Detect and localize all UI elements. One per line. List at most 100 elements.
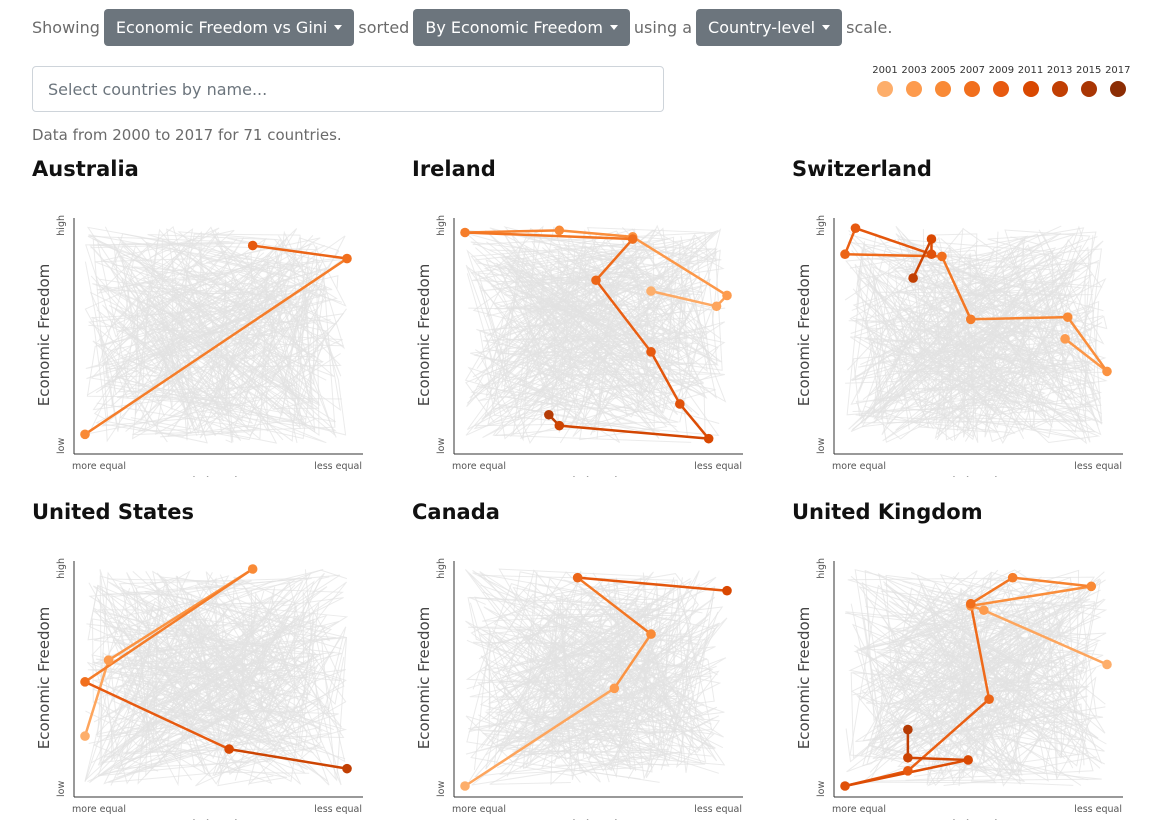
year-point[interactable]	[926, 234, 937, 244]
trajectory-segment	[1063, 337, 1109, 373]
year-point[interactable]	[572, 572, 583, 583]
trajectory-segment	[463, 687, 616, 788]
country-panel[interactable]: more equal less equal Gini Index low high Eco…	[32, 500, 372, 820]
panel-title: Ireland	[412, 157, 496, 181]
year-point[interactable]	[609, 683, 620, 694]
year-point[interactable]	[646, 629, 656, 639]
country-panel[interactable]: more equal less equal Gini Index low high Eco…	[32, 157, 372, 477]
context-line	[881, 588, 1106, 786]
context-line	[494, 616, 668, 772]
year-point[interactable]	[627, 234, 638, 244]
year-point[interactable]	[984, 694, 994, 704]
year-point[interactable]	[342, 253, 352, 264]
year-point[interactable]	[908, 273, 918, 283]
year-point[interactable]	[1060, 334, 1070, 344]
year-point[interactable]	[554, 420, 565, 431]
context-line	[490, 307, 707, 371]
year-point[interactable]	[1007, 572, 1018, 583]
country-panel[interactable]: more equal less equal Gini Index low high Eco…	[412, 500, 752, 820]
country-panel[interactable]: more equal less equal Gini Index low high Eco…	[792, 157, 1132, 477]
context-line	[865, 569, 1085, 766]
context-line	[86, 258, 342, 425]
trajectory-segment	[649, 350, 682, 406]
trajectory-segment	[911, 237, 933, 280]
y-axis-title: Economic Freedom	[795, 607, 813, 750]
year-point[interactable]	[965, 598, 976, 609]
scale-dropdown[interactable]: Country-level	[696, 9, 843, 46]
year-point[interactable]	[711, 301, 722, 312]
year-point[interactable]	[675, 399, 685, 409]
year-point[interactable]	[247, 564, 258, 574]
trajectory-segment	[940, 255, 973, 321]
year-point[interactable]	[850, 223, 861, 233]
year-point[interactable]	[926, 249, 937, 260]
year-point[interactable]	[965, 314, 976, 325]
year-point[interactable]	[1102, 659, 1112, 670]
year-point[interactable]	[1086, 581, 1097, 592]
y-axis-low-label: low	[56, 781, 67, 797]
trajectory-segment	[594, 279, 653, 354]
year-point[interactable]	[80, 429, 90, 440]
year-point[interactable]	[591, 275, 601, 286]
x-axis-low-label: more equal	[832, 804, 886, 815]
legend-year-label: 2003	[901, 65, 927, 76]
year-point[interactable]	[103, 655, 114, 665]
year-point[interactable]	[224, 744, 234, 754]
year-point[interactable]	[840, 781, 850, 791]
year-point[interactable]	[963, 755, 973, 765]
year-point[interactable]	[646, 347, 656, 357]
year-point[interactable]	[460, 227, 470, 238]
context-line	[862, 581, 1099, 767]
country-search-input[interactable]	[32, 66, 664, 112]
year-point[interactable]	[722, 585, 732, 596]
legend-year-label: 2007	[959, 65, 986, 76]
year-point[interactable]	[247, 240, 258, 251]
country-panel[interactable]: more equal less equal Gini Index low high Eco…	[792, 500, 1132, 820]
legend-item: 2005	[928, 64, 958, 97]
year-point[interactable]	[722, 290, 732, 301]
metric-dropdown[interactable]: Economic Freedom vs Gini	[103, 9, 355, 46]
year-point[interactable]	[80, 731, 90, 741]
context-line	[173, 586, 344, 756]
year-point[interactable]	[646, 286, 656, 296]
context-line	[928, 605, 1016, 714]
showing-label: Showing	[32, 18, 100, 37]
year-point[interactable]	[460, 781, 470, 791]
scatter-chart: more equal less equal Gini Index low high Eco…	[795, 558, 1123, 820]
year-point[interactable]	[1062, 312, 1073, 322]
year-point[interactable]	[544, 409, 554, 420]
context-line	[99, 603, 307, 786]
year-point[interactable]	[903, 766, 913, 776]
year-point[interactable]	[979, 605, 989, 616]
country-panel[interactable]: more equal less equal Gini Index low high Eco…	[412, 157, 752, 477]
trajectory-segment	[631, 235, 729, 297]
caret-down-icon	[822, 25, 831, 30]
context-line	[860, 572, 986, 701]
y-axis-title: Economic Freedom	[795, 264, 813, 407]
context-line	[541, 617, 728, 752]
year-point[interactable]	[342, 763, 352, 774]
x-axis-title: Gini Index	[940, 817, 1016, 820]
trajectory-segment	[613, 632, 653, 690]
scatter-chart: more equal less equal Gini Index low high Eco…	[415, 558, 743, 820]
year-point[interactable]	[1102, 366, 1112, 377]
scatter-chart: more equal less equal Gini Index low high Eco…	[35, 558, 363, 820]
year-point[interactable]	[703, 433, 714, 444]
controls-bar: Showing Economic Freedom vs Gini sorted …	[32, 9, 896, 46]
context-line	[860, 260, 1100, 387]
trajectory-segment	[969, 315, 1069, 321]
context-line	[550, 598, 654, 786]
context-line	[847, 576, 1096, 785]
year-point[interactable]	[554, 225, 565, 236]
sort-dropdown[interactable]: By Economic Freedom	[413, 9, 630, 46]
context-line	[474, 236, 718, 361]
y-axis-low-label: low	[436, 438, 447, 454]
sort-dropdown-label: By Economic Freedom	[425, 18, 603, 37]
year-point[interactable]	[840, 249, 850, 260]
year-point[interactable]	[903, 752, 913, 763]
context-lines	[84, 568, 349, 787]
year-point[interactable]	[80, 677, 90, 687]
year-point[interactable]	[937, 251, 947, 262]
context-line	[880, 301, 1092, 443]
year-point[interactable]	[903, 724, 913, 735]
